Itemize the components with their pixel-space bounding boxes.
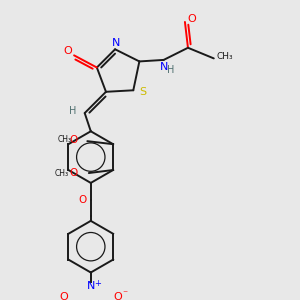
Text: N: N <box>87 281 95 291</box>
Text: H: H <box>167 64 174 75</box>
Text: O: O <box>187 14 196 24</box>
Text: O: O <box>78 195 86 205</box>
Text: CH₃: CH₃ <box>55 169 69 178</box>
Text: +: + <box>94 279 101 288</box>
Text: O: O <box>64 46 72 56</box>
Text: CH₃: CH₃ <box>216 52 233 62</box>
Text: ⁻: ⁻ <box>122 290 128 299</box>
Text: O: O <box>70 135 78 145</box>
Text: O: O <box>70 168 78 178</box>
Text: H: H <box>70 106 77 116</box>
Text: S: S <box>139 87 146 97</box>
Text: O: O <box>113 292 122 300</box>
Text: O: O <box>60 292 68 300</box>
Text: N: N <box>112 38 120 48</box>
Text: N: N <box>160 61 169 72</box>
Text: CH₃: CH₃ <box>58 135 72 144</box>
